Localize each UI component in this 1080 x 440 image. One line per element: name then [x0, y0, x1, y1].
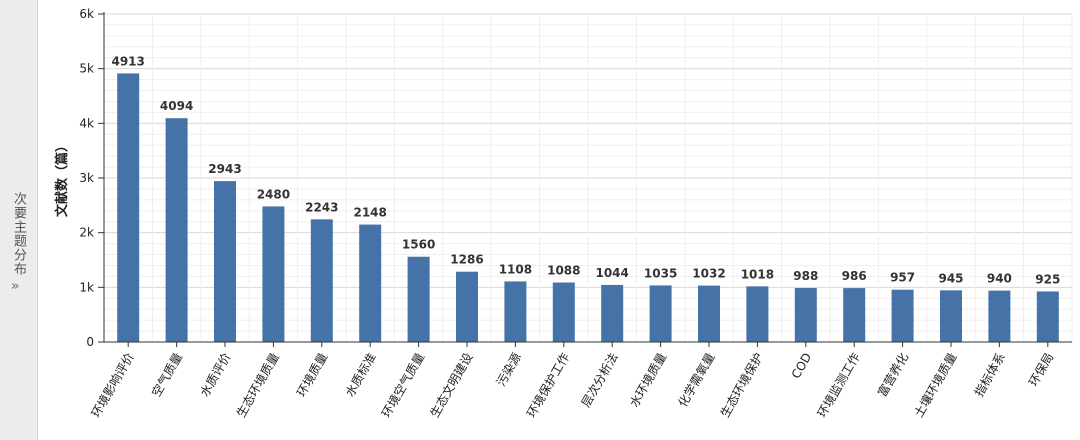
x-category-label: 环境空气质量: [378, 350, 427, 420]
bar: [117, 73, 140, 342]
x-category-label: 污染源: [493, 350, 524, 389]
y-tick-label: 2k: [79, 226, 94, 240]
bar: [649, 285, 672, 342]
bar: [843, 288, 866, 342]
x-category-label: 环保局: [1026, 351, 1056, 389]
bar: [407, 256, 430, 342]
bar-value-label: 1560: [402, 238, 435, 252]
x-category-label: 生态环境质量: [233, 350, 282, 420]
bar-value-label: 4913: [111, 54, 144, 68]
bar: [698, 285, 720, 342]
bar: [552, 282, 575, 342]
side-panel-label: 次要主题分布: [11, 192, 26, 276]
bar-value-label: 925: [1035, 272, 1060, 286]
bar: [601, 284, 624, 342]
y-tick-label: 3k: [79, 171, 94, 185]
bar: [1036, 291, 1059, 342]
x-category-label: 环境保护工作: [523, 350, 572, 420]
x-category-label: 层次分析法: [579, 351, 621, 410]
bar-value-label: 1032: [692, 267, 725, 281]
bar-value-label: 986: [842, 269, 867, 283]
bars: [117, 73, 1059, 342]
expand-arrows-icon[interactable]: »: [11, 279, 20, 294]
x-category-label: 环境质量: [293, 350, 330, 399]
bar: [262, 206, 285, 342]
axes: [98, 12, 1072, 347]
x-category-label: 环境监测工作: [814, 350, 863, 420]
x-category-label: 化学需氧量: [675, 350, 718, 409]
x-category-label: 生态文明建设: [427, 350, 476, 420]
x-category-label: 水环境质量: [626, 350, 669, 409]
bar: [891, 289, 914, 342]
y-tick-label: 6k: [79, 7, 94, 21]
x-category-label: 生态环境保护: [717, 350, 766, 420]
bar-value-label: 1108: [499, 262, 532, 276]
bar-value-label: 1286: [450, 253, 483, 267]
bar: [988, 290, 1011, 342]
y-axis-label: 文献数（篇）: [54, 139, 70, 217]
x-category-label: 富营养化: [874, 350, 911, 399]
x-category-label: COD: [789, 351, 815, 381]
x-category-label: 土壤环境质量: [911, 350, 960, 420]
bar-value-label: 988: [793, 269, 818, 283]
y-tick-label: 0: [86, 335, 94, 349]
x-category-label: 空气质量: [148, 350, 185, 399]
y-tick-label: 4k: [79, 116, 94, 130]
y-tick-label: 5k: [79, 62, 94, 76]
bar-value-label: 4094: [160, 99, 193, 113]
bar: [456, 271, 478, 342]
bar-value-label: 1018: [741, 267, 774, 281]
bar-value-label: 945: [938, 271, 963, 285]
bar-value-label: 2148: [353, 206, 386, 220]
y-tick-label: 1k: [79, 280, 94, 294]
bar-value-label: 2943: [208, 162, 241, 176]
bar: [214, 181, 236, 342]
bar: [940, 290, 962, 342]
side-panel-tab[interactable]: 次要主题分布 »: [0, 0, 38, 440]
bar: [310, 219, 333, 342]
bar: [794, 287, 817, 342]
x-category-label: 指标体系: [971, 350, 1008, 399]
bar-value-label: 1044: [595, 266, 628, 280]
bar-value-label: 957: [890, 271, 915, 285]
bar: [504, 281, 527, 342]
grid-lines: [103, 13, 1073, 343]
x-category-label: 环境影响评价: [88, 350, 137, 420]
bar-value-label: 2480: [257, 187, 290, 201]
bar-value-label: 2243: [305, 200, 338, 214]
x-category-label: 水质评价: [197, 351, 233, 400]
bar-value-label: 1088: [547, 264, 580, 278]
bar-value-label: 1035: [644, 266, 677, 280]
bar: [359, 224, 382, 342]
bar: [165, 118, 188, 342]
x-category-label: 水质标准: [343, 351, 379, 400]
bar-value-label: 940: [987, 272, 1012, 286]
bar: [746, 286, 769, 342]
